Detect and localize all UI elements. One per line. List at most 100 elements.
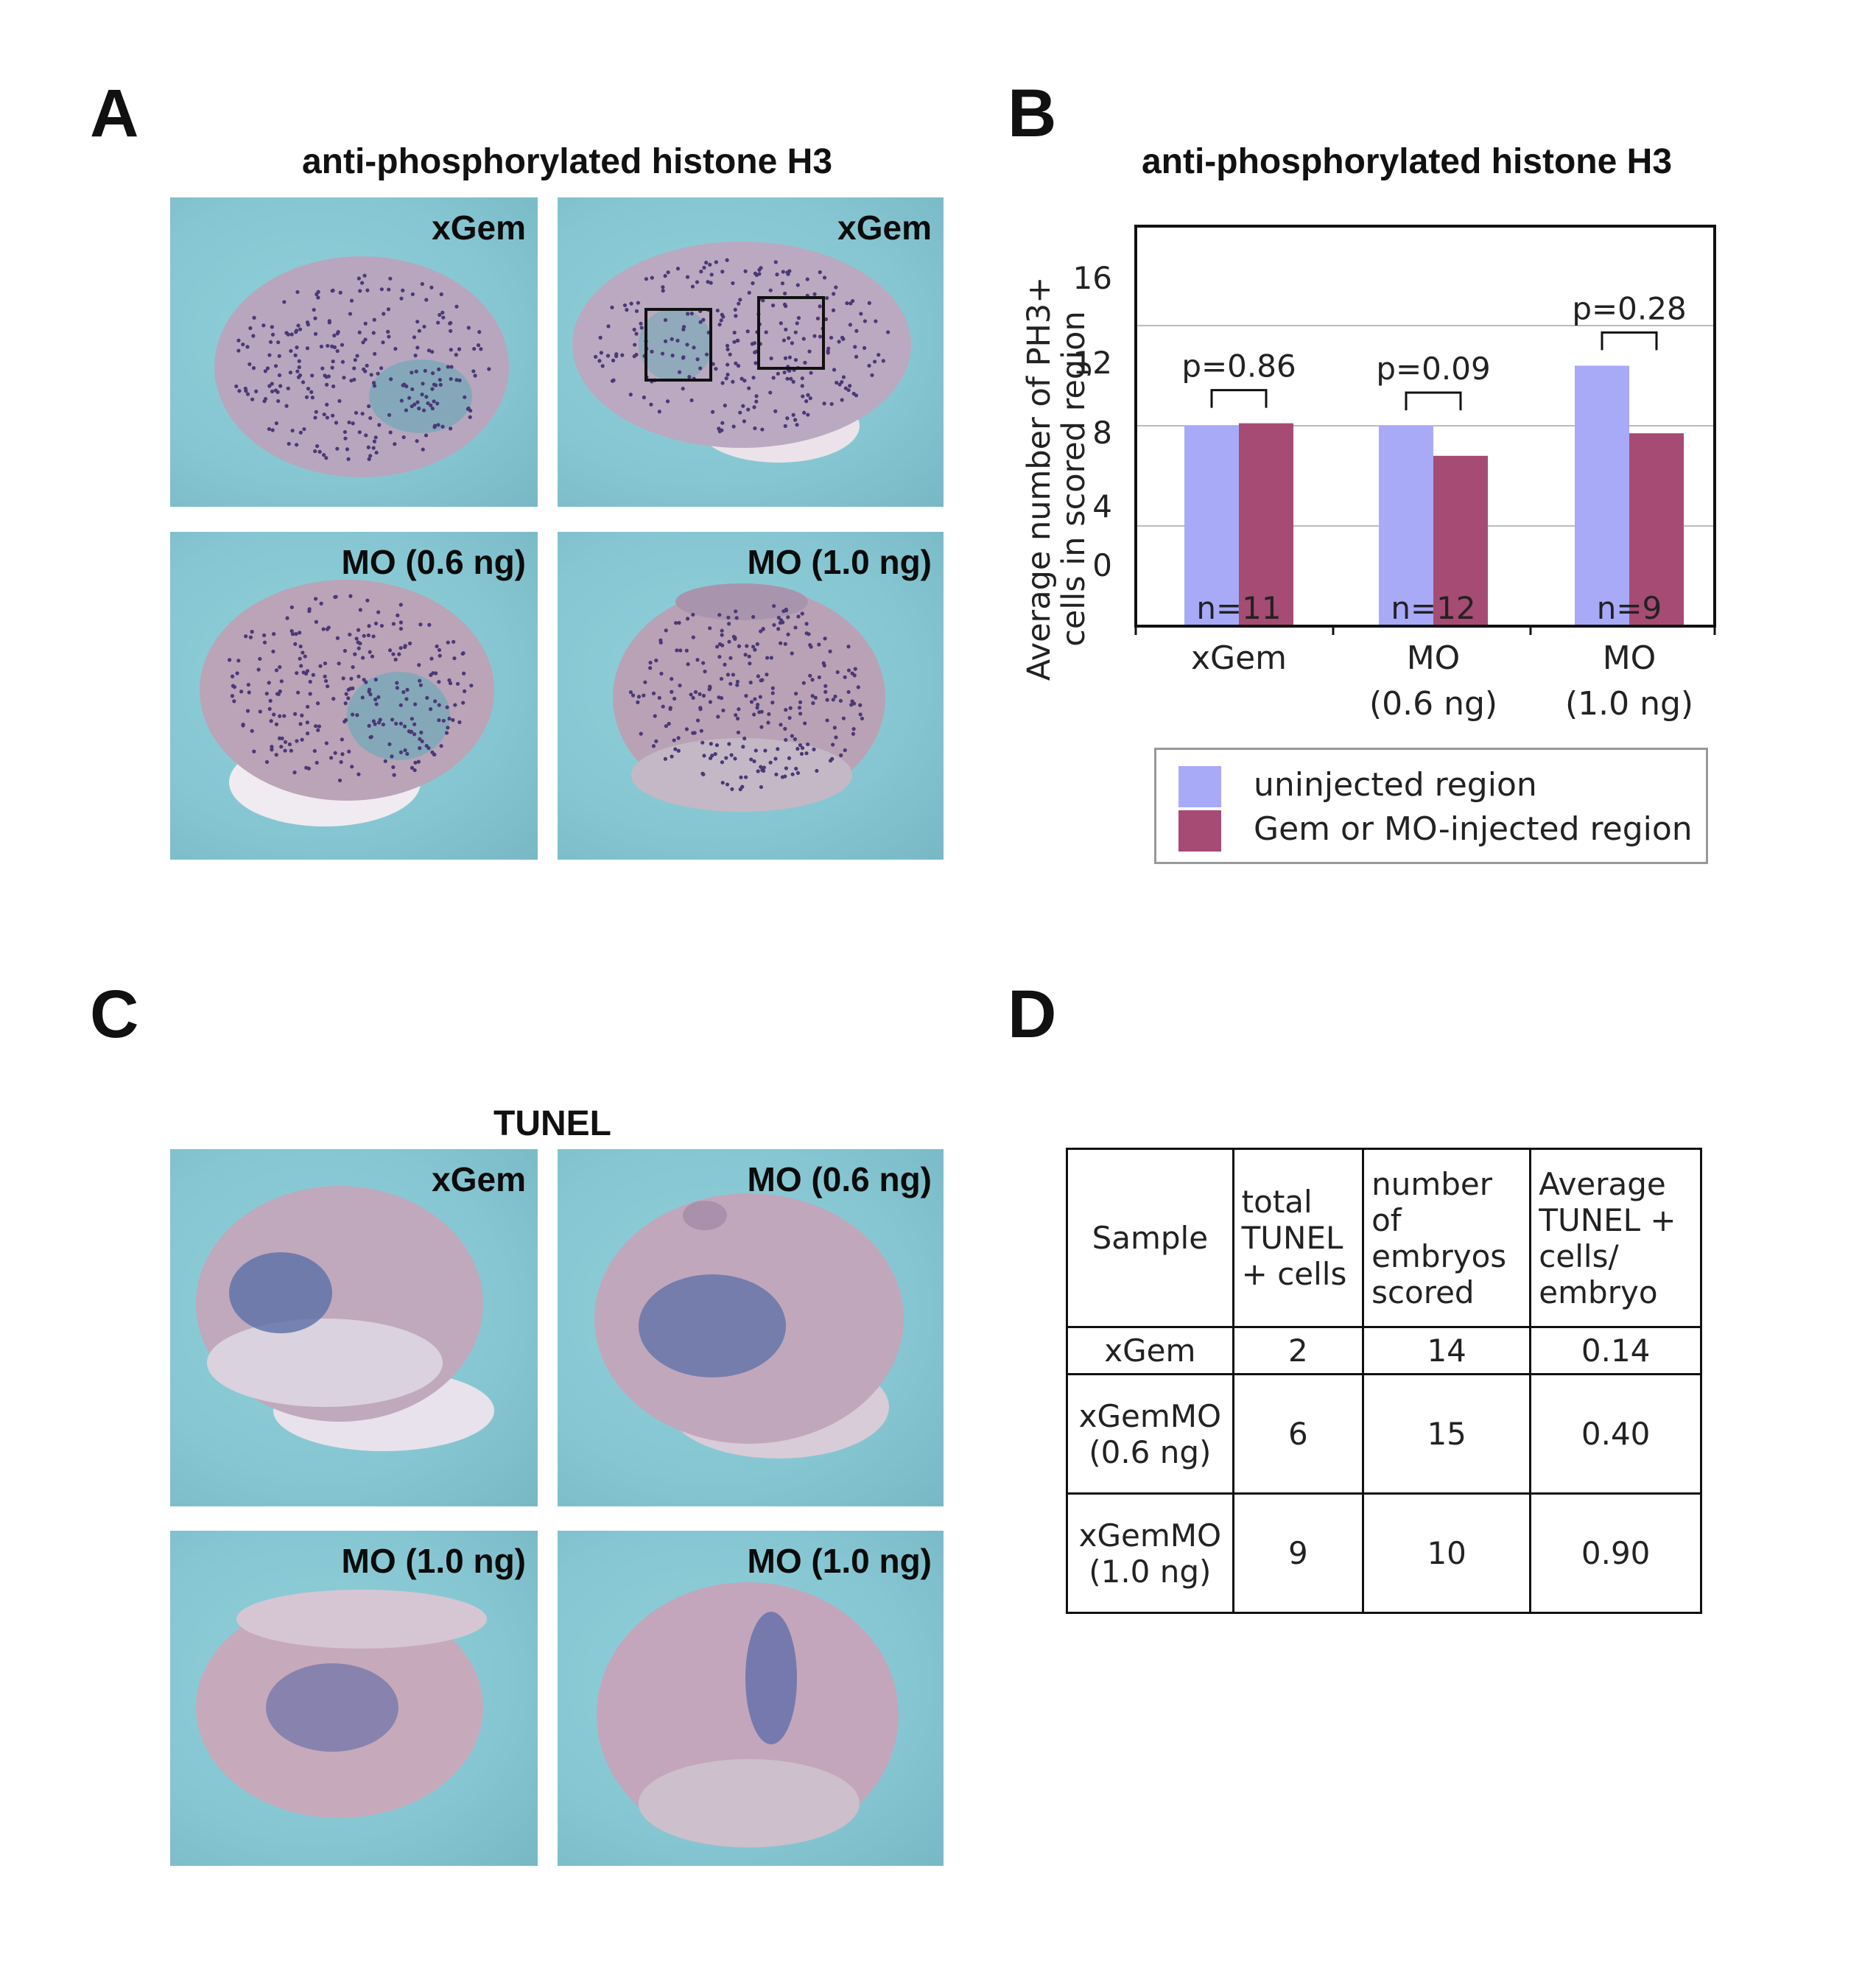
embryo-image: [572, 242, 911, 463]
stained-cell-dot: [250, 729, 254, 733]
stained-cell-dot: [367, 687, 372, 692]
table-row: xGemMO (1.0 ng) 9 10 0.90: [1066, 1492, 1702, 1614]
stained-cell-dot: [856, 685, 860, 689]
stained-cell-dot: [734, 713, 738, 717]
y-axis-label: cells in scored region: [1055, 311, 1092, 646]
stained-cell-dot: [783, 356, 788, 360]
stained-cell-dot: [454, 304, 459, 309]
stained-cell-dot: [825, 295, 829, 301]
stained-cell-dot: [786, 272, 790, 276]
stained-cell-dot: [754, 399, 759, 404]
stained-cell-dot: [685, 343, 689, 347]
stained-cell-dot: [239, 689, 244, 694]
stained-cell-dot: [355, 354, 359, 358]
stained-cell-dot: [751, 376, 756, 380]
stained-cell-dot: [678, 648, 683, 653]
stained-cell-dot: [270, 332, 275, 337]
stained-cell-dot: [373, 351, 377, 356]
stained-cell-dot: [740, 785, 745, 789]
stained-cell-dot: [324, 456, 329, 460]
stained-cell-dot: [716, 715, 720, 719]
stained-cell-dot: [404, 697, 409, 701]
stained-cell-dot: [314, 410, 318, 414]
stained-cell-dot: [373, 435, 378, 440]
stained-cell-dot: [771, 376, 776, 380]
stained-cell-dot: [756, 702, 760, 707]
stained-cell-dot: [790, 772, 795, 776]
stained-cell-dot: [387, 287, 391, 292]
cell-sample: xGemMO (1.0 ng): [1066, 1492, 1234, 1614]
stained-cell-dot: [347, 420, 351, 425]
stained-cell-dot: [388, 430, 393, 435]
stained-cell-dot: [650, 349, 654, 354]
stained-cell-dot: [723, 403, 727, 408]
stained-cell-dot: [324, 375, 329, 379]
stained-cell-dot: [241, 723, 245, 727]
stained-cell-dot: [420, 281, 424, 287]
stained-cell-dot: [449, 427, 453, 431]
stained-cell-dot: [434, 671, 438, 675]
stained-cell-dot: [333, 594, 337, 600]
stained-cell-dot: [332, 333, 337, 338]
table-row: xGemMO (0.6 ng) 6 15 0.40: [1066, 1373, 1702, 1495]
stained-cell-dot: [399, 399, 404, 403]
stained-cell-dot: [313, 331, 318, 336]
stained-cell-dot: [341, 676, 345, 681]
stained-cell-dot: [773, 260, 778, 264]
stained-cell-dot: [295, 739, 299, 743]
stained-cell-dot: [261, 323, 266, 328]
stained-cell-dot: [835, 380, 839, 385]
stained-cell-dot: [698, 320, 703, 324]
stained-cell-dot: [431, 671, 435, 675]
stained-cell-dot: [305, 720, 309, 725]
stained-cell-dot: [299, 664, 303, 668]
stained-cell-dot: [360, 695, 365, 700]
stained-cell-dot: [709, 742, 713, 746]
embryo-image: [200, 580, 494, 826]
stained-cell-dot: [803, 721, 807, 726]
x-category-label: (0.6 ng): [1369, 685, 1497, 723]
stained-cell-dot: [287, 441, 291, 446]
stained-cell-dot: [731, 673, 736, 677]
stained-cell-dot: [395, 681, 399, 685]
stained-cell-dot: [717, 655, 722, 659]
stained-cell-dot: [614, 352, 619, 357]
stained-cell-dot: [804, 399, 809, 404]
stained-cell-dot: [695, 357, 700, 362]
stained-cell-dot: [340, 359, 345, 364]
y-tick-label: 0: [1092, 547, 1112, 583]
stained-cell-dot: [628, 393, 633, 397]
stained-cell-dot: [795, 423, 799, 427]
stained-cell-dot: [667, 721, 671, 726]
stained-cell-dot: [664, 724, 668, 729]
stained-cell-dot: [236, 348, 241, 353]
stained-cell-dot: [269, 719, 273, 723]
stained-cell-dot: [775, 272, 779, 277]
stained-cell-dot: [468, 415, 472, 419]
stained-cell-dot: [323, 674, 327, 678]
stained-cell-dot: [331, 384, 336, 389]
stained-cell-dot: [340, 343, 345, 347]
stained-cell-dot: [279, 679, 284, 684]
stained-cell-dot: [302, 427, 306, 432]
stained-cell-dot: [391, 765, 396, 770]
stained-cell-dot: [289, 332, 294, 337]
stained-cell-dot: [643, 680, 647, 684]
stained-cell-dot: [295, 369, 300, 373]
stained-cell-dot: [860, 716, 865, 721]
embryo-photo-c4: MO (1.0 ng): [558, 1531, 944, 1866]
stained-cell-dot: [677, 370, 682, 374]
stained-cell-dot: [262, 640, 267, 645]
stained-cell-dot: [787, 756, 792, 760]
stained-cell-dot: [230, 674, 235, 678]
stained-cell-dot: [320, 366, 325, 371]
stained-cell-dot: [744, 694, 748, 698]
stained-cell-dot: [629, 301, 633, 306]
stained-cell-dot: [289, 748, 293, 753]
stained-cell-dot: [794, 766, 798, 771]
photo-label: xGem: [432, 1160, 526, 1198]
stained-cell-dot: [728, 681, 733, 686]
stained-cell-dot: [457, 347, 462, 351]
stained-cell-dot: [357, 330, 362, 334]
stained-cell-dot: [837, 340, 841, 344]
